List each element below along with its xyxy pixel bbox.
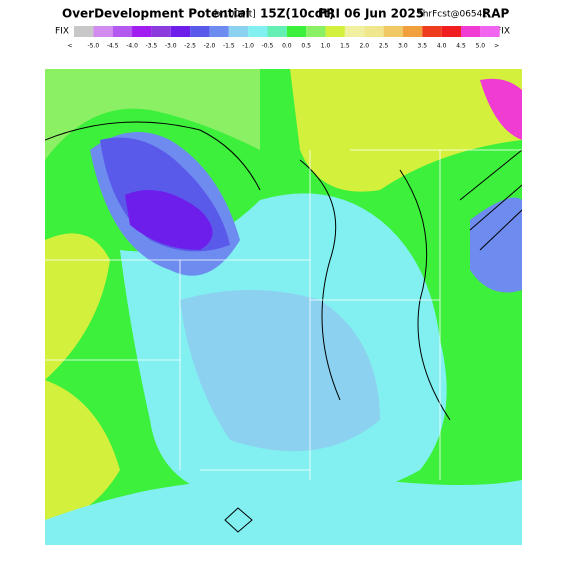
colorbar-label: -1.0 [242,43,254,50]
colorbar-label: 2.0 [359,43,369,50]
title-forecast: 9hrFcst@0654z [417,10,487,20]
colorbar-cell [248,26,268,37]
colorbar-label: -3.5 [146,43,158,50]
colorbar-high: > [494,43,499,50]
colorbar-cell [286,26,307,37]
colorbar-low: < [67,43,72,50]
colorbar-cell [364,26,384,37]
colorbar-cell [93,26,113,37]
colorbar-label: 1.5 [340,43,350,50]
colorbar-cell [228,26,249,37]
colorbar-cell [170,26,191,37]
colorbar-label: 4.5 [456,43,466,50]
colorbar-label: -2.5 [184,43,196,50]
colorbar-label: -3.0 [165,43,177,50]
colorbar-label: -5.0 [87,43,99,50]
colorbar-label: 3.0 [398,43,408,50]
colorbar-cell [132,26,152,37]
colorbar-cell [344,26,365,37]
colorbar-label: 0.0 [282,43,292,50]
colorbar-label: -0.5 [262,43,274,50]
colorbar-cell [151,26,171,37]
colorbar-label: 0.5 [301,43,311,50]
colorbar-cell [325,26,345,37]
title-model: RAP [482,7,510,21]
colorbar-label: 3.5 [418,43,428,50]
title-date: FRI 06 Jun 2025 [318,7,424,21]
colorbar-cell [74,26,94,37]
map [45,69,522,545]
colorbar-cell [209,26,229,37]
colorbar-cell [402,26,423,37]
colorbar-cell [441,26,461,37]
colorbar-cell [190,26,210,37]
colorbar-label: -1.5 [223,43,235,50]
colorbar-cell [480,26,500,37]
fix-right: FIX [496,27,510,37]
title: OverDevelopment Potential [x1000ft] 15Z(… [62,7,510,21]
title-time: 15Z(10cdt) [260,7,335,21]
colorbar-cell [383,26,403,37]
title-main: OverDevelopment Potential [62,7,250,21]
colorbar-cell [112,26,133,37]
title-units: [x1000ft] [214,10,256,20]
colorbar-label: 5.0 [476,43,486,50]
colorbar-cell [422,26,442,37]
colorbar: -5.0 -4.5 -4.0 -3.5 -3.0 -2.5 -2.0 -1.5 -1.0 -0.5… [67,26,500,50]
colorbar-cell [461,26,481,37]
colorbar-label: 4.0 [437,43,447,50]
colorbar-label: -2.0 [204,43,216,50]
fix-left: FIX [55,27,69,37]
colorbar-label: 1.0 [321,43,331,50]
colorbar-label: 2.5 [379,43,389,50]
colorbar-cell [267,26,287,37]
colorbar-label: -4.5 [107,43,119,50]
colorbar-label: -4.0 [126,43,138,50]
colorbar-cell [306,26,326,37]
